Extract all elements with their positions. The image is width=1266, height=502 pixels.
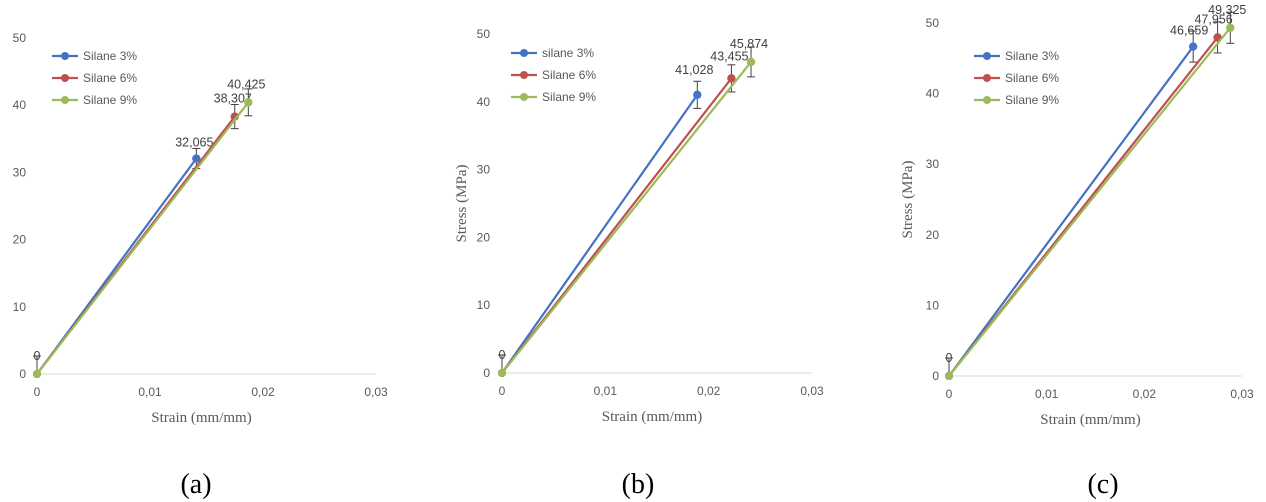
chart-panel-1: 0 10 20 30 40 50 0 0,01 0,02 0,03 Strain (mm/mm) 0 3… — [13, 31, 388, 500]
legend: Silane 3% Silane 6% Silane 9% — [52, 49, 137, 107]
y-tick-label: 30 — [13, 165, 27, 179]
data-label: 49,325 — [1208, 3, 1246, 17]
panel-caption: (a) — [180, 469, 211, 500]
series-3: 45,874 — [498, 37, 768, 377]
legend-label: Silane 6% — [542, 68, 596, 82]
legend-label: Silane 9% — [542, 90, 596, 104]
panel-caption: (c) — [1087, 469, 1118, 500]
y-tick-label: 50 — [477, 27, 491, 41]
x-tick-label: 0,01 — [1035, 387, 1059, 401]
series-line — [501, 61, 752, 374]
y-tick-label: 0 — [932, 369, 939, 383]
x-tick-label: 0,03 — [364, 385, 388, 399]
legend-label: Silane 6% — [83, 71, 137, 85]
x-tick-label: 0,01 — [138, 385, 162, 399]
data-label: 45,874 — [730, 37, 768, 51]
origin-label: 0 — [946, 351, 953, 365]
legend-marker — [61, 74, 69, 82]
x-axis-title: Strain (mm/mm) — [602, 409, 702, 425]
series-2: 47,956 — [945, 12, 1233, 380]
series-line — [501, 94, 699, 374]
legend-marker — [61, 96, 69, 104]
panel-caption: (b) — [622, 469, 655, 500]
y-axis-title: Stress (MPa) — [454, 165, 470, 243]
y-tick-label: 40 — [477, 95, 491, 109]
data-point — [746, 57, 756, 67]
y-tick-label: 20 — [477, 230, 491, 244]
data-point — [1226, 23, 1235, 32]
legend-label: Silane 3% — [83, 49, 137, 63]
series-2: 43,455 — [498, 49, 749, 377]
data-point — [244, 98, 253, 107]
x-tick-label: 0,02 — [251, 385, 275, 399]
data-label: 40,425 — [227, 77, 265, 91]
series-1: 46,659 — [945, 24, 1208, 380]
y-tick-label: 50 — [13, 31, 27, 45]
x-tick-label: 0,02 — [697, 384, 721, 398]
x-tick-label: 0,03 — [800, 384, 824, 398]
chart-panel-3: 0 10 20 30 40 50 0 0,01 0,02 0,03 Strain (mm/mm) St… — [900, 3, 1254, 500]
legend-marker — [983, 96, 991, 104]
data-point — [192, 154, 201, 163]
x-axis-title: Strain (mm/mm) — [1040, 412, 1140, 428]
y-tick-label: 20 — [926, 228, 940, 242]
series-line — [36, 101, 250, 375]
y-tick-label: 10 — [13, 300, 27, 314]
x-tick-label: 0,02 — [1133, 387, 1157, 401]
data-label: 41,028 — [675, 63, 713, 77]
x-tick-label: 0,03 — [1230, 387, 1254, 401]
data-point — [33, 370, 41, 378]
data-point — [727, 74, 736, 83]
series-2: 38,307 — [33, 92, 252, 378]
legend-marker — [520, 49, 528, 57]
data-point — [693, 90, 702, 100]
data-label: 47,956 — [1194, 12, 1232, 26]
series-line — [948, 27, 1232, 377]
y-tick-label: 0 — [483, 366, 490, 380]
data-point — [1188, 42, 1198, 51]
legend-label: Silane 6% — [1005, 71, 1059, 85]
y-tick-label: 40 — [13, 98, 27, 112]
legend-marker — [983, 52, 991, 60]
legend: silane 3% Silane 6% Silane 9% — [511, 46, 596, 104]
legend: Silane 3% Silane 6% Silane 9% — [974, 49, 1059, 107]
series-3: 40,425 — [33, 77, 265, 378]
series-line — [948, 45, 1195, 377]
y-tick-label: 50 — [926, 16, 940, 30]
origin-label: 0 — [34, 349, 41, 363]
legend-label: Silane 3% — [1005, 49, 1059, 63]
y-tick-label: 0 — [19, 367, 26, 381]
x-axis-title: Strain (mm/mm) — [151, 410, 251, 426]
y-tick-label: 40 — [926, 87, 940, 101]
x-tick-label: 0,01 — [594, 384, 618, 398]
x-tick-label: 0 — [946, 387, 953, 401]
data-label: 38,307 — [214, 92, 252, 106]
x-tick-label: 0 — [499, 384, 506, 398]
legend-marker — [61, 52, 69, 60]
data-point — [945, 372, 953, 380]
y-tick-label: 10 — [477, 298, 491, 312]
series-3: 49,325 — [945, 3, 1246, 380]
legend-marker — [520, 71, 528, 79]
series-1: 41,028 — [498, 63, 713, 377]
chart-panel-2: 0 10 20 30 40 50 0 0,01 0,02 0,03 Strain (mm/mm) St… — [454, 27, 824, 500]
data-label: 32,065 — [175, 136, 213, 150]
legend-marker — [983, 74, 991, 82]
data-point — [498, 369, 506, 377]
legend-label: silane 3% — [542, 46, 594, 60]
y-tick-label: 30 — [477, 163, 491, 177]
legend-marker — [520, 93, 528, 101]
y-tick-label: 30 — [926, 157, 940, 171]
y-tick-label: 20 — [13, 233, 27, 247]
x-tick-label: 0 — [34, 385, 41, 399]
legend-label: Silane 9% — [1005, 93, 1059, 107]
data-label: 46,659 — [1170, 24, 1208, 38]
y-tick-label: 10 — [926, 298, 940, 312]
data-label: 43,455 — [710, 49, 748, 63]
y-axis-title: Stress (MPa) — [900, 161, 916, 239]
origin-label: 0 — [499, 348, 506, 362]
series-1: 32,065 — [33, 136, 213, 378]
legend-label: Silane 9% — [83, 93, 137, 107]
